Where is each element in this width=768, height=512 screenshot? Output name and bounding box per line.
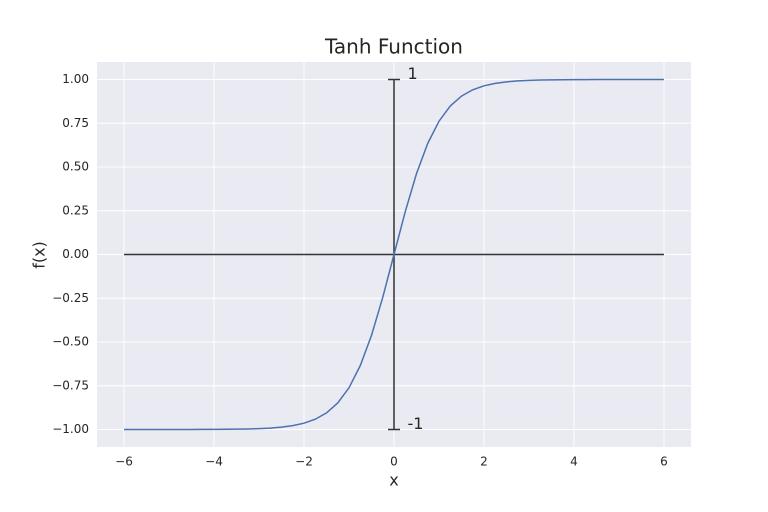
y-tick-label: 0.75 [62,116,89,130]
annotation: -1 [408,414,424,433]
x-tick-label: 6 [660,455,668,469]
x-tick-label: −2 [295,455,313,469]
y-tick-label: −0.50 [52,335,89,349]
data-line [124,78,664,431]
y-axis-label: f(x) [30,241,49,269]
y-tick-label: −0.25 [52,291,89,305]
y-tick-label: −1.00 [52,422,89,436]
y-tick-label: 0.25 [62,203,89,217]
y-tick-label: −0.75 [52,378,89,392]
chart-title: Tanh Function [324,35,463,59]
y-tick-label: 0.50 [62,160,89,174]
annotation: 1 [408,64,418,83]
y-tick-label: 1.00 [62,72,89,86]
x-tick-label: −4 [205,455,223,469]
x-axis-label: x [389,471,398,490]
x-tick-label: −6 [115,455,133,469]
y-tick-label: 0.00 [62,247,89,261]
x-tick-label: 2 [480,455,488,469]
x-tick-label: 0 [390,455,398,469]
x-tick-label: 4 [570,455,578,469]
